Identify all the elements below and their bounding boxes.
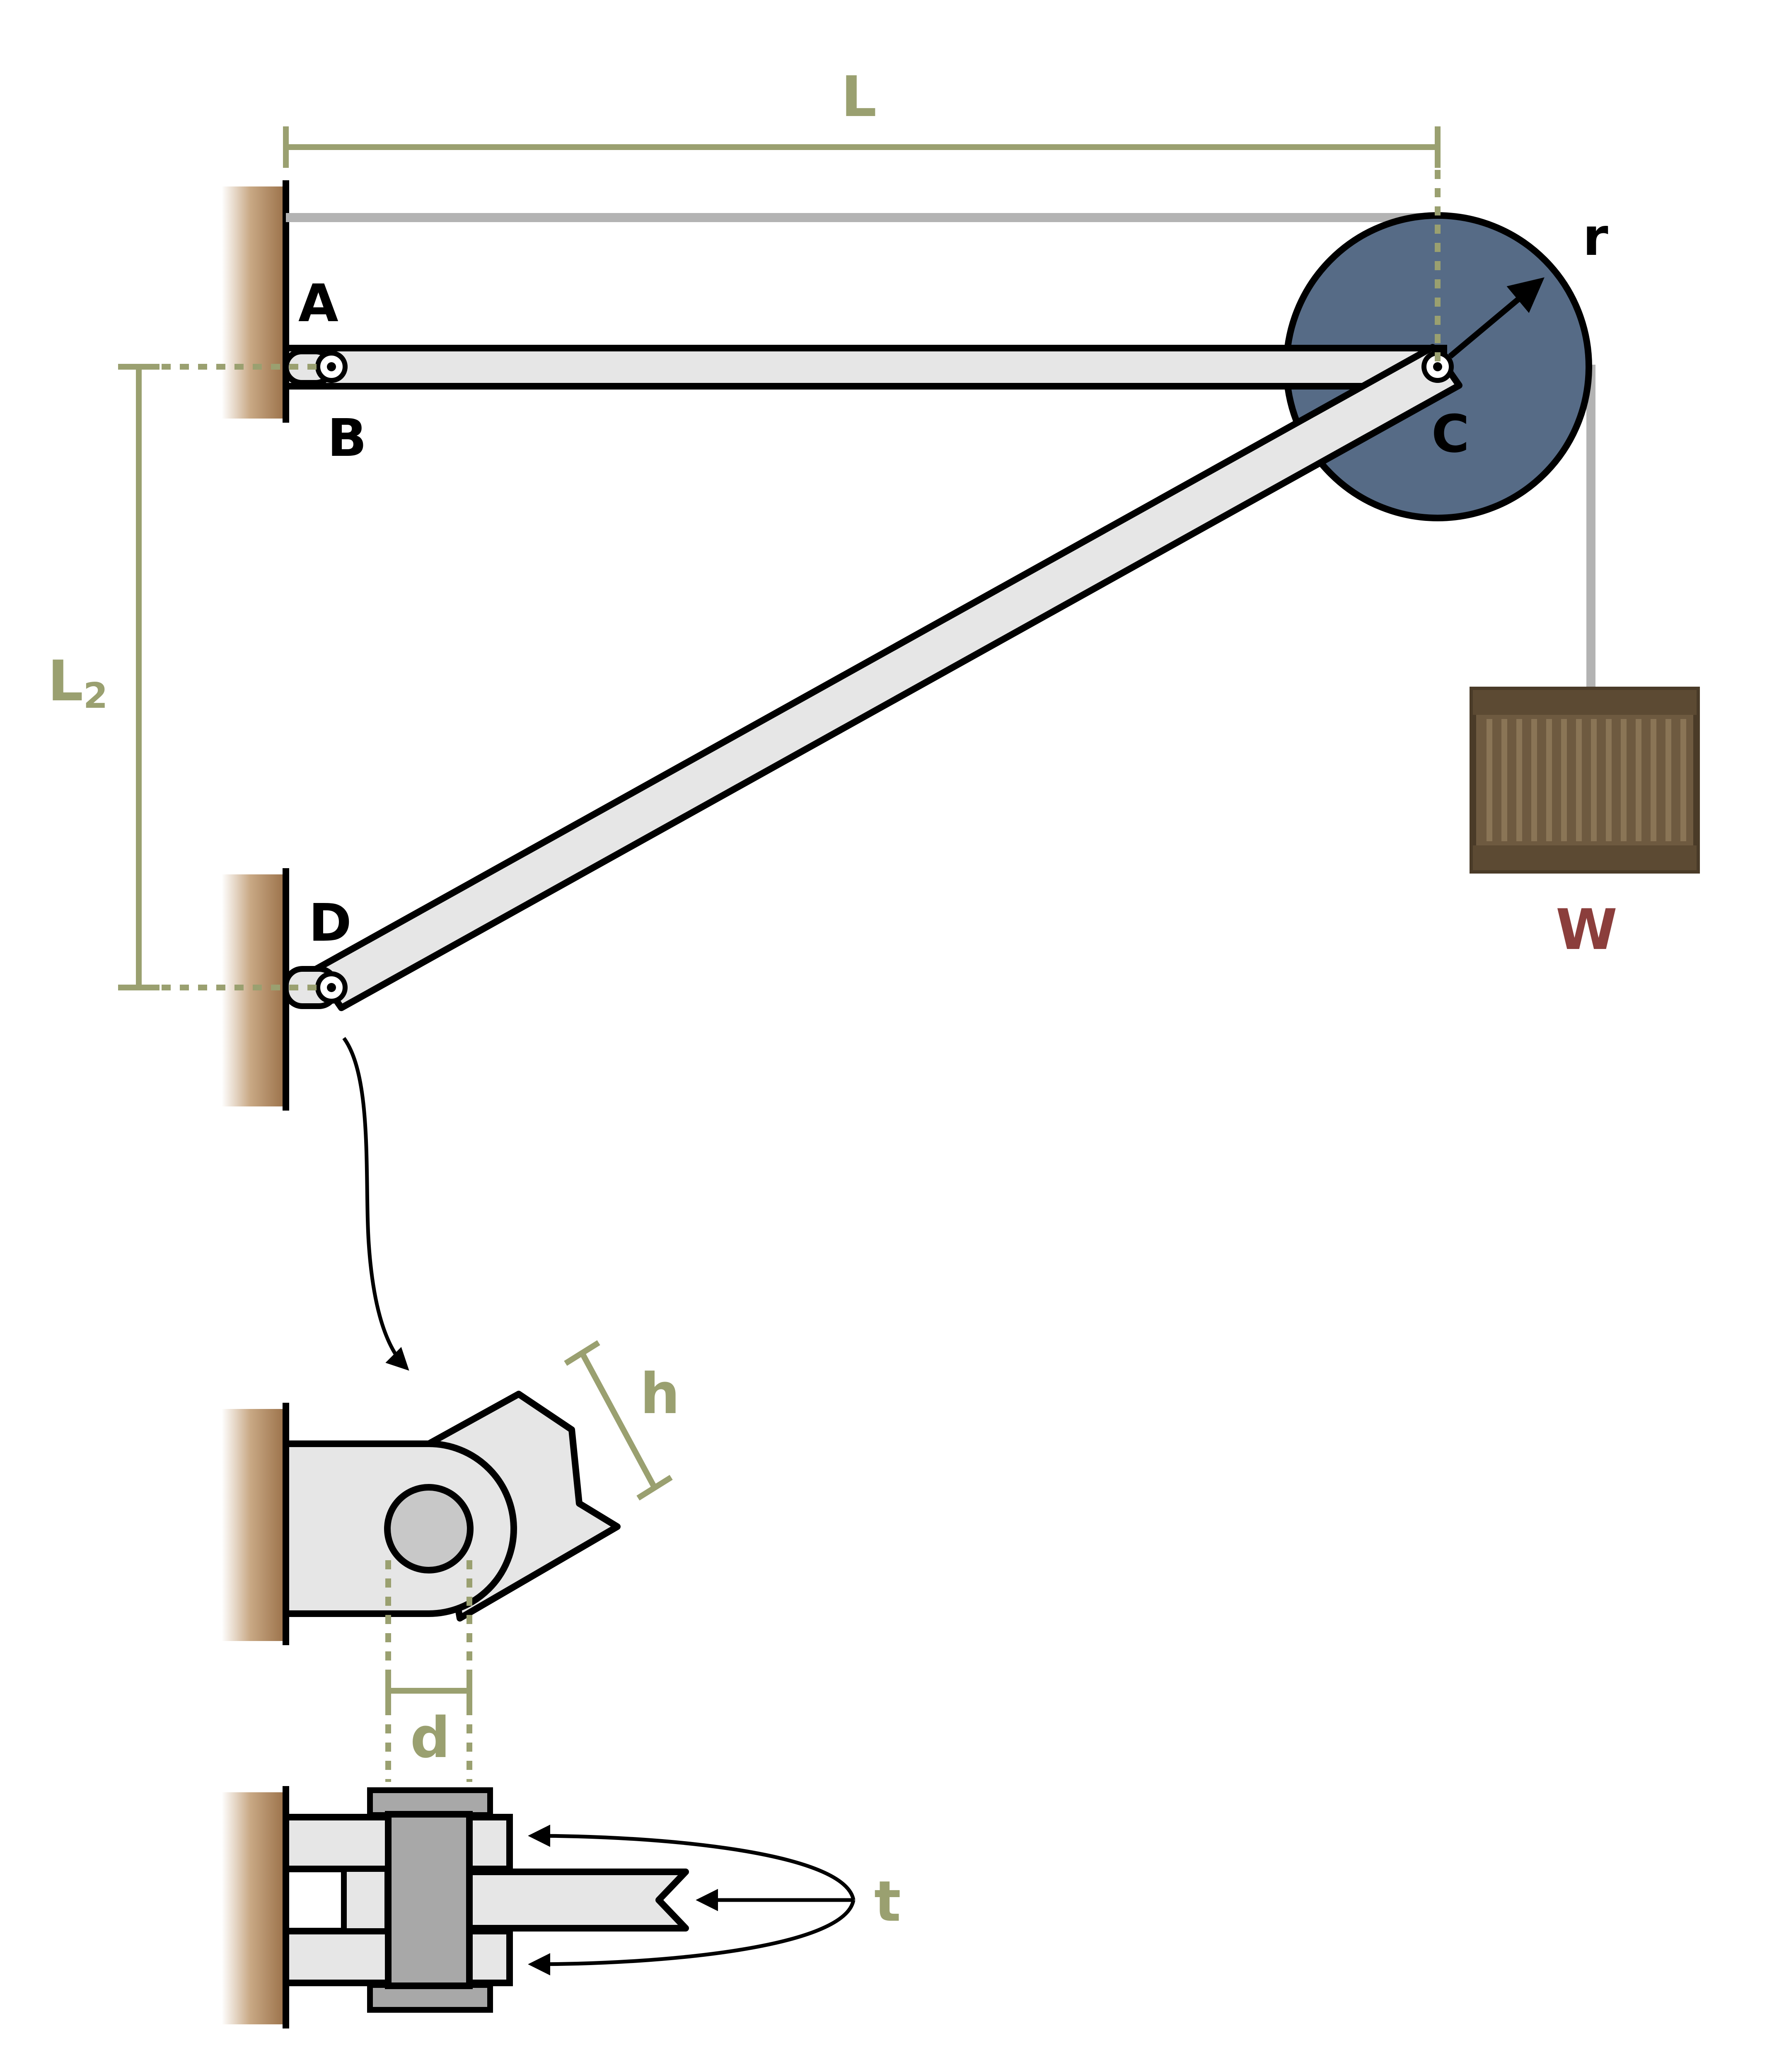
pin-d	[315, 971, 348, 1004]
callout-arrow	[342, 1037, 409, 1371]
dimension-label-t: t	[874, 1869, 901, 1934]
wall-detail-side	[222, 1403, 289, 1645]
thickness-callouts	[528, 1825, 856, 1975]
spacer-block	[341, 1866, 390, 1934]
member-dc	[312, 344, 1462, 1011]
radius-arrow	[1448, 277, 1545, 359]
member-bc	[283, 345, 1447, 390]
dimension-d	[385, 1560, 472, 1782]
dimension-h	[564, 1340, 673, 1501]
dimension-label-d: d	[410, 1705, 450, 1770]
dimension-label-l2-sub: 2	[83, 675, 108, 716]
pin-detail	[384, 1484, 474, 1573]
cable	[286, 213, 1595, 692]
label-d: D	[309, 893, 352, 953]
dimension-label-l2-main: L	[48, 649, 83, 714]
dimension-label-l: L	[841, 64, 877, 129]
label-a: A	[298, 274, 338, 334]
wall-detail-top	[222, 1786, 289, 2028]
dimension-label-l2: L2	[48, 649, 108, 716]
label-b: B	[327, 408, 367, 468]
label-r: r	[1583, 207, 1608, 267]
bolt-detail	[367, 1787, 493, 2013]
label-w: W	[1556, 897, 1617, 962]
dimension-label-h: h	[640, 1361, 680, 1426]
crate-weight	[1470, 687, 1700, 874]
wall-top	[222, 180, 289, 423]
dimension-l	[283, 126, 1441, 365]
member-tongue	[465, 1869, 689, 1932]
label-c: C	[1431, 404, 1470, 464]
pin-b	[315, 351, 348, 383]
dimension-l2	[118, 364, 319, 990]
